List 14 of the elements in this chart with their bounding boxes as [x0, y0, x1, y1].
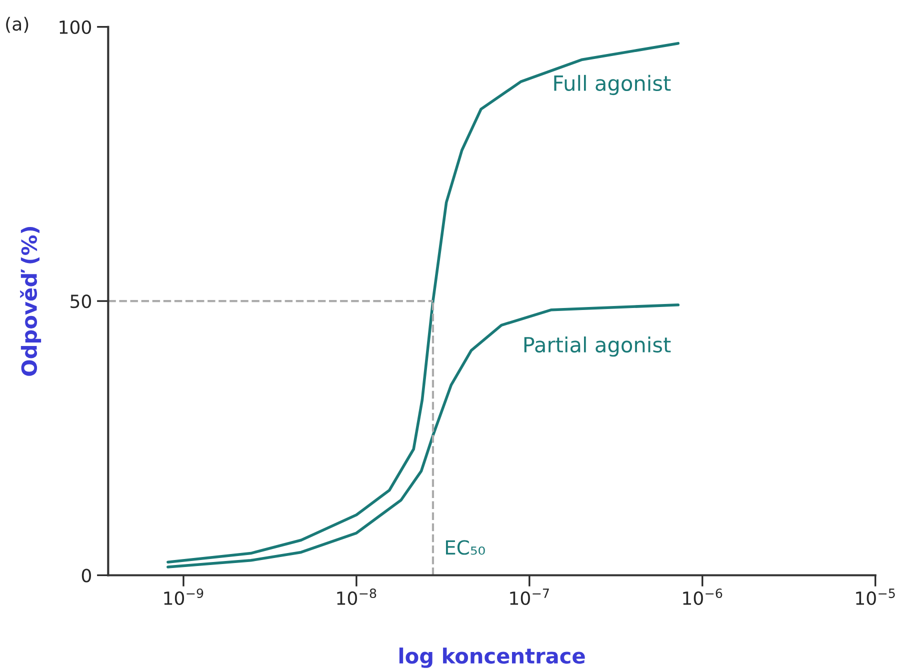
text: (a): [6, 16, 28, 33]
x-tick-label: 10$^{−5}$: [856, 588, 895, 606]
x-tick-label: 10$^{−6}$: [683, 588, 722, 606]
y-tick-label: 100: [60, 20, 91, 34]
series-label: Partial agonist: [524, 336, 671, 357]
x-axis-title: log koncentrace: [399, 648, 585, 668]
y-tick-label: 50: [70, 294, 91, 308]
y-tick-label: 0: [82, 568, 91, 582]
x-tick-label: 10$^{−9}$: [164, 588, 204, 606]
ref-line-label: EC₅₀: [446, 540, 485, 555]
y-axis-title: Odpověď (%): [20, 227, 42, 376]
x-tick-label: 10$^{−8}$: [337, 588, 376, 606]
series-label: Full agonist: [554, 74, 671, 96]
x-tick-label: 10$^{−7}$: [510, 588, 549, 606]
